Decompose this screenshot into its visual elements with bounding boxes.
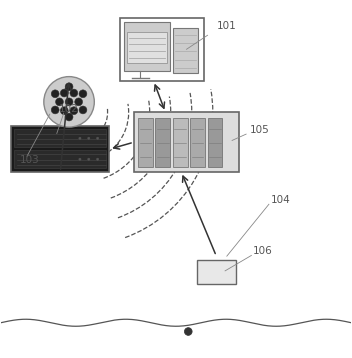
Circle shape <box>70 107 78 115</box>
Bar <box>190 118 205 166</box>
Circle shape <box>79 137 81 139</box>
Bar <box>156 118 170 166</box>
Text: 102: 102 <box>58 104 78 114</box>
Text: 104: 104 <box>271 195 290 205</box>
Circle shape <box>44 77 94 127</box>
Bar <box>197 260 235 284</box>
Bar <box>120 18 204 81</box>
Circle shape <box>65 113 73 121</box>
Bar <box>208 118 222 166</box>
Circle shape <box>88 158 90 160</box>
Circle shape <box>79 158 81 160</box>
Bar <box>11 126 109 172</box>
Bar <box>127 32 167 63</box>
Circle shape <box>65 98 73 106</box>
Bar <box>124 22 170 71</box>
Circle shape <box>70 89 78 97</box>
Text: 106: 106 <box>253 246 273 256</box>
Bar <box>134 112 239 172</box>
Circle shape <box>56 98 63 106</box>
Circle shape <box>51 106 59 114</box>
Circle shape <box>79 90 87 98</box>
Bar <box>173 28 198 73</box>
Circle shape <box>96 137 99 139</box>
Circle shape <box>60 107 68 115</box>
Bar <box>14 129 106 147</box>
Circle shape <box>96 158 99 160</box>
Text: 103: 103 <box>20 155 40 165</box>
Bar <box>138 118 153 166</box>
Bar <box>173 118 188 166</box>
Text: 105: 105 <box>250 125 269 135</box>
Circle shape <box>65 83 73 91</box>
Circle shape <box>88 137 90 139</box>
Circle shape <box>51 90 59 98</box>
Text: 101: 101 <box>216 21 236 32</box>
Circle shape <box>60 89 68 97</box>
Circle shape <box>75 98 83 106</box>
Circle shape <box>79 106 87 114</box>
Bar <box>14 150 106 168</box>
Circle shape <box>184 328 192 335</box>
